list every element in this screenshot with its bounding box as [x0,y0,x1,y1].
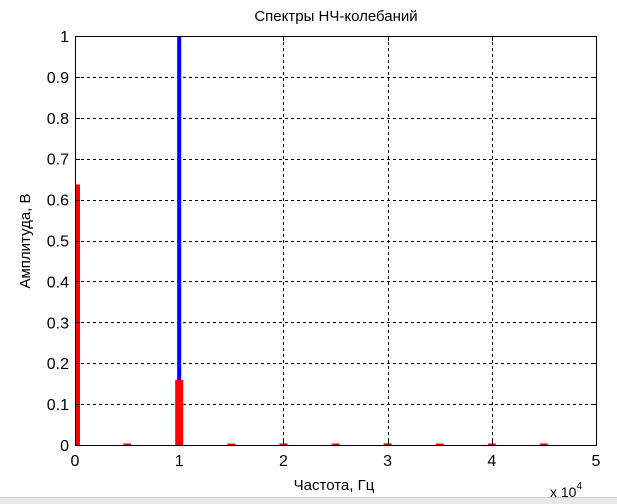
ticks: 0 1 2 3 4 5 0 0.1 0.2 0.3 0.4 0.5 0.6 0.7 0.8 0.9 1 [47,29,601,470]
chart-title: Спектры НЧ-колебаний [254,8,417,25]
x-multiplier-exponent: 4 [576,481,582,492]
bar-red [227,443,236,445]
bar-red [487,443,496,445]
bar-red [383,443,392,445]
y-tick-label: 0.7 [47,152,69,169]
x-tick-label: 4 [487,453,496,470]
y-tick-label: 0.5 [47,234,69,251]
plot-area [75,36,596,445]
bar-blue [177,36,182,445]
y-tick-label: 0.4 [47,274,69,291]
y-tick-label: 0.1 [47,397,69,414]
bar-red [175,379,184,445]
y-tick-label: 0.2 [47,356,69,373]
x-tick-label: 3 [383,453,392,470]
y-axis-label: Амплитуда, В [17,193,34,288]
x-tick-label: 1 [175,453,184,470]
x-axis-label: Частота, Гц [294,477,375,494]
bar-red [331,443,340,445]
x-axis-multiplier: x 104 [550,481,582,500]
x-tick-label: 5 [592,453,601,470]
y-tick-label: 1 [60,29,69,46]
y-tick-label: 0.3 [47,315,69,332]
y-tick-label: 0.6 [47,193,69,210]
y-tick-label: 0.9 [47,70,69,87]
y-tick-label: 0.8 [47,111,69,128]
bar-red [435,443,444,445]
bar-red [75,184,80,446]
x-tick-label: 0 [71,453,80,470]
bar-red [539,443,548,445]
window-bottom-edge [0,497,617,504]
y-tick-label: 0 [60,438,69,455]
grid [75,36,596,445]
bar-red [123,443,132,445]
x-multiplier-base: x 10 [550,484,577,500]
x-tick-label: 2 [279,453,288,470]
